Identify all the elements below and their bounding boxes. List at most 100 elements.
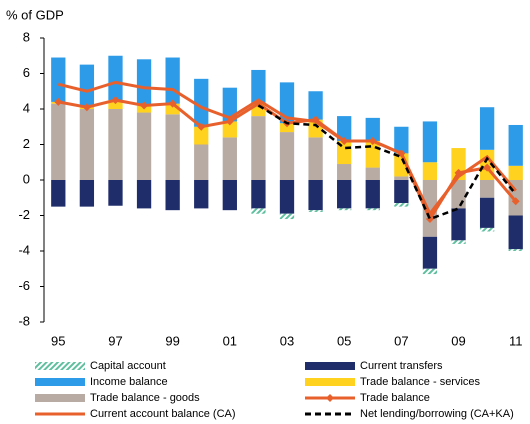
bar	[337, 208, 352, 211]
bar	[394, 126, 409, 154]
x-tick-label: 11	[509, 333, 523, 348]
bar	[508, 124, 523, 166]
bar	[365, 167, 380, 180]
bar	[136, 180, 152, 209]
x-tick-label: 99	[165, 333, 179, 348]
bar	[451, 208, 466, 241]
bar	[108, 109, 123, 180]
bar	[79, 64, 95, 108]
line-marker	[511, 197, 520, 206]
y-tick-label: 0	[23, 171, 30, 186]
bar	[365, 180, 380, 209]
legend-swatch	[35, 394, 85, 402]
bar	[279, 180, 295, 214]
legend-label: Current transfers	[360, 360, 443, 372]
bar	[422, 180, 438, 237]
legend-swatch	[35, 378, 85, 386]
bar	[194, 78, 209, 127]
bar	[308, 91, 323, 120]
legend-label: Capital account	[90, 360, 166, 372]
bar	[222, 87, 237, 122]
y-tick-label: -6	[18, 278, 30, 293]
bar	[479, 197, 495, 228]
chart-title: % of GDP	[6, 7, 64, 22]
bar	[251, 116, 266, 180]
bar	[508, 249, 523, 251]
legend-swatch	[35, 362, 85, 370]
x-tick-label: 05	[337, 333, 351, 348]
bar	[251, 208, 266, 214]
bar	[79, 109, 95, 180]
bar	[108, 100, 123, 109]
bar	[308, 210, 323, 212]
bar	[165, 180, 180, 211]
legend-swatch	[305, 362, 355, 370]
bar	[279, 82, 295, 124]
y-tick-label: -4	[18, 242, 30, 257]
bar	[422, 162, 438, 180]
bar	[365, 117, 380, 141]
bar	[165, 57, 180, 104]
x-tick-label: 01	[223, 333, 237, 348]
bar	[79, 180, 95, 207]
legend-label: Income balance	[90, 376, 168, 388]
line-marker	[168, 99, 177, 108]
bar	[308, 137, 323, 180]
bar	[136, 112, 152, 180]
bar	[108, 55, 123, 101]
y-tick-label: 4	[23, 100, 30, 115]
bar	[451, 240, 466, 244]
bar	[251, 69, 266, 104]
line-marker	[483, 163, 492, 172]
bar	[337, 116, 352, 141]
bar	[222, 137, 237, 180]
x-tick-label: 97	[108, 333, 122, 348]
line-marker	[54, 97, 63, 106]
bar	[165, 103, 180, 115]
bar	[337, 164, 352, 180]
legend-label: Net lending/borrowing (CA+KA)	[360, 408, 514, 420]
bar	[136, 59, 152, 106]
y-tick-label: 8	[23, 29, 30, 44]
bar	[251, 180, 266, 209]
bar	[194, 180, 209, 209]
line-marker	[225, 117, 234, 126]
bar	[108, 180, 123, 206]
bar	[51, 103, 66, 180]
y-tick-label: -2	[18, 207, 30, 222]
bar	[479, 107, 495, 150]
line-marker	[82, 103, 91, 112]
bar	[394, 176, 409, 180]
bar	[279, 123, 295, 133]
bar	[194, 126, 209, 145]
y-tick-label: 6	[23, 65, 30, 80]
bar	[508, 165, 523, 180]
line-marker	[140, 101, 149, 110]
line	[257, 104, 517, 221]
line-marker	[111, 96, 120, 105]
bar	[422, 236, 438, 269]
bar	[422, 121, 438, 163]
line-marker	[197, 122, 206, 131]
bar	[394, 180, 409, 204]
x-tick-label: 95	[51, 333, 65, 348]
bar	[394, 203, 409, 207]
bar	[279, 132, 295, 180]
line	[57, 80, 517, 217]
x-tick-label: 09	[451, 333, 465, 348]
y-tick-label: -8	[18, 313, 30, 328]
bar	[479, 180, 495, 198]
legend-label: Current account balance (CA)	[90, 408, 236, 420]
legend-swatch	[305, 378, 355, 386]
bar	[508, 215, 523, 250]
bar	[194, 144, 209, 180]
legend-label: Trade balance - services	[360, 376, 481, 388]
x-tick-label: 07	[394, 333, 408, 348]
bar	[51, 180, 66, 207]
bar	[365, 208, 380, 211]
bar	[222, 121, 237, 138]
bar	[165, 114, 180, 180]
bar	[51, 57, 66, 102]
legend-marker	[326, 394, 334, 402]
